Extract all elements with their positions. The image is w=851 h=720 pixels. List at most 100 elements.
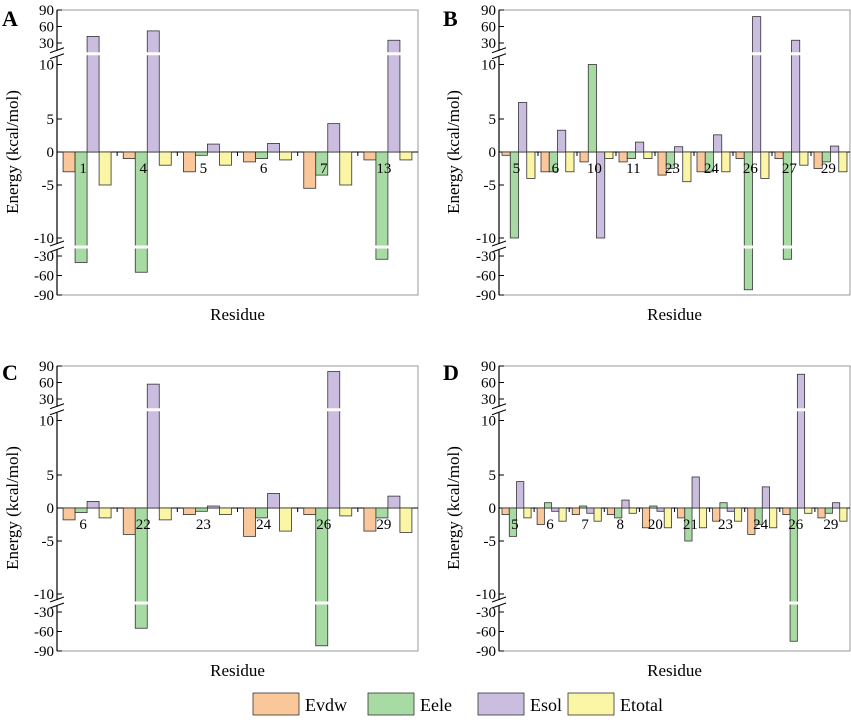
y-tick-label: -60 xyxy=(34,269,54,285)
x-tick-label-13: 13 xyxy=(376,161,391,177)
bar-eele-res-23 xyxy=(665,151,675,169)
x-tick-label-6: 6 xyxy=(260,161,268,177)
y-axis-title: Energy (kcal/mol) xyxy=(444,446,463,570)
bar-etotal-res-24 xyxy=(721,151,731,173)
y-tick-label: 0 xyxy=(47,145,55,161)
y-tick-label: 10 xyxy=(39,414,54,430)
bar-eele-res-4 xyxy=(134,151,148,273)
bar-etotal-res-5 xyxy=(219,151,232,166)
y-axis-title: Energy (kcal/mol) xyxy=(444,90,463,214)
legend-item-esol: Esol xyxy=(477,692,562,716)
x-tick-label-27: 27 xyxy=(782,161,798,177)
bar-evdw-res-7 xyxy=(571,507,580,515)
bar-eele-res-6 xyxy=(543,502,553,509)
y-tick-label: 5 xyxy=(47,112,55,128)
bar-etotal-res-6 xyxy=(98,507,112,519)
legend-item-etotal: Etotal xyxy=(567,692,663,716)
bar-etotal-res-6 xyxy=(279,151,292,161)
x-axis-title: Residue xyxy=(647,661,702,680)
bar-break-gap xyxy=(326,408,341,412)
bar-etotal-res-7 xyxy=(339,151,353,186)
y-tick-label: -60 xyxy=(34,625,54,641)
bar-etotal-res-6 xyxy=(558,507,567,522)
bar-eele-res-5 xyxy=(195,151,208,156)
axis-break-mark xyxy=(49,240,65,253)
y-tick-label: 0 xyxy=(47,501,55,517)
bar-esol-res-13 xyxy=(387,39,401,153)
bar-esol-res-5 xyxy=(518,102,528,153)
y-tick-label: 90 xyxy=(481,359,496,375)
x-tick-label-7: 7 xyxy=(581,517,589,533)
bar-esol-res-11 xyxy=(635,141,645,153)
bar-evdw-res-26 xyxy=(782,507,791,515)
legend-item-evdw: Evdw xyxy=(252,692,347,716)
bar-eele-res-10 xyxy=(587,64,597,153)
axis-break-mark xyxy=(491,403,507,416)
y-tick-label: 30 xyxy=(39,392,54,408)
y-axis-title: Energy (kcal/mol) xyxy=(3,446,22,570)
x-tick-label-29: 29 xyxy=(821,161,836,177)
bar-etotal-res-5 xyxy=(523,507,532,519)
bar-eele-res-20 xyxy=(649,505,658,509)
bar-esol-res-6 xyxy=(86,500,100,509)
bar-etotal-res-8 xyxy=(628,507,637,514)
y-tick-label: 30 xyxy=(481,392,496,408)
bar-evdw-res-7 xyxy=(303,151,317,189)
bar-esol-res-7 xyxy=(327,123,341,153)
legend-item-eele: Eele xyxy=(367,692,452,716)
bar-break-gap xyxy=(386,52,401,56)
x-tick-label-5: 5 xyxy=(511,517,519,533)
x-tick-label-7: 7 xyxy=(320,161,328,177)
bar-etotal-res-20 xyxy=(663,507,672,529)
y-tick-label: 10 xyxy=(481,414,496,430)
axis-break-mark xyxy=(49,47,65,60)
y-tick-label: -5 xyxy=(42,534,55,550)
bar-eele-res-6 xyxy=(74,507,88,514)
bar-break-gap xyxy=(314,601,329,605)
x-tick-label-23: 23 xyxy=(196,517,211,533)
bar-esol-res-7 xyxy=(586,507,595,514)
bar-esol-res-5 xyxy=(207,143,220,153)
bar-evdw-res-20 xyxy=(642,507,651,529)
bar-evdw-res-4 xyxy=(122,151,136,159)
y-tick-label: -90 xyxy=(476,288,496,304)
x-tick-label-26: 26 xyxy=(316,517,332,533)
bar-etotal-res-26 xyxy=(804,507,813,514)
axis-break-mark xyxy=(49,596,65,609)
bar-eele-res-8 xyxy=(614,507,623,519)
bar-esol-res-23 xyxy=(207,505,220,509)
bar-break-gap xyxy=(796,408,806,412)
bar-evdw-res-26 xyxy=(735,151,745,159)
bar-break-gap xyxy=(134,601,149,605)
bar-evdw-res-5 xyxy=(501,151,511,156)
bar-etotal-res-29 xyxy=(839,507,848,522)
x-tick-label-5: 5 xyxy=(513,161,521,177)
x-tick-label-23: 23 xyxy=(718,517,733,533)
x-tick-label-26: 26 xyxy=(743,161,759,177)
legend-label: Eele xyxy=(420,695,452,715)
bar-esol-res-24 xyxy=(713,134,723,153)
bar-etotal-res-22 xyxy=(158,507,172,521)
bar-esol-res-1 xyxy=(86,36,100,153)
y-tick-label: -30 xyxy=(34,249,54,265)
y-tick-label: -90 xyxy=(34,644,54,660)
bar-evdw-res-6 xyxy=(536,507,545,525)
bar-evdw-res-22 xyxy=(122,507,136,535)
y-tick-label: -30 xyxy=(476,605,496,621)
bar-etotal-res-6 xyxy=(565,151,575,173)
y-tick-label: -30 xyxy=(476,249,496,265)
bar-break-gap xyxy=(790,52,801,56)
bar-break-gap xyxy=(782,245,793,249)
legend-label: Evdw xyxy=(305,695,347,715)
bar-eele-res-29 xyxy=(821,151,831,163)
bar-esol-res-24 xyxy=(267,493,280,509)
x-tick-label-6: 6 xyxy=(552,161,560,177)
y-tick-label: -90 xyxy=(34,288,54,304)
y-tick-label: -10 xyxy=(476,231,496,247)
x-tick-label-24: 24 xyxy=(753,517,769,533)
y-tick-label: 0 xyxy=(489,501,497,517)
bar-etotal-res-13 xyxy=(399,151,413,161)
bar-eele-res-23 xyxy=(195,507,208,512)
